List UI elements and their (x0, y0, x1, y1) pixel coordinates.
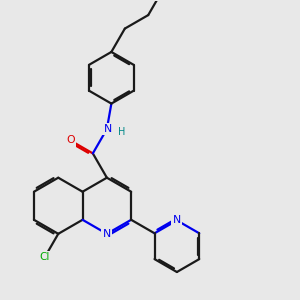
Text: N: N (103, 124, 112, 134)
Text: H: H (118, 127, 126, 137)
Text: N: N (103, 229, 111, 239)
Text: Cl: Cl (40, 252, 50, 262)
Text: O: O (66, 135, 75, 146)
Text: N: N (173, 215, 181, 225)
